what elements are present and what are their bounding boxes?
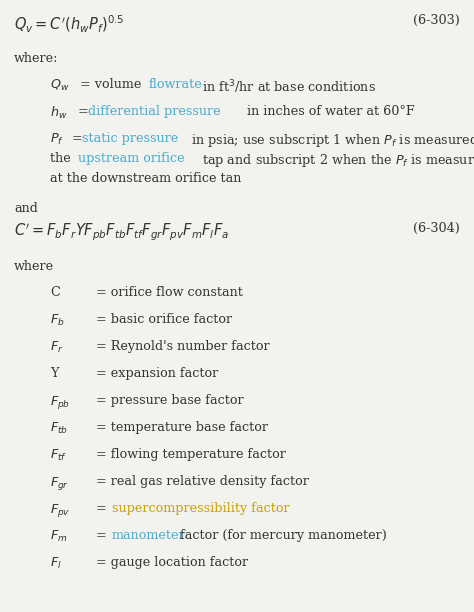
Text: = pressure base factor: = pressure base factor: [96, 394, 244, 407]
Text: at the downstream orifice tan: at the downstream orifice tan: [50, 172, 241, 185]
Text: upstream orifice: upstream orifice: [78, 152, 185, 165]
Text: $Q_v = C'(h_w P_f)^{0.5}$: $Q_v = C'(h_w P_f)^{0.5}$: [14, 14, 125, 35]
Text: =: =: [72, 132, 87, 145]
Text: in inches of water at 60°F: in inches of water at 60°F: [243, 105, 415, 118]
Text: $F_m$: $F_m$: [50, 529, 67, 544]
Text: Y: Y: [50, 367, 58, 380]
Text: =: =: [78, 105, 93, 118]
Text: = real gas relative density factor: = real gas relative density factor: [96, 475, 309, 488]
Text: $C' = F_b F_r Y F_{pb} F_{tb} F_{tf} F_{gr} F_{pv} F_m F_l F_a$: $C' = F_b F_r Y F_{pb} F_{tb} F_{tf} F_{…: [14, 222, 229, 243]
Text: (6-304): (6-304): [413, 222, 460, 235]
Text: $F_{pb}$: $F_{pb}$: [50, 394, 70, 411]
Text: where: where: [14, 260, 54, 273]
Text: and: and: [14, 202, 38, 215]
Text: C: C: [50, 286, 60, 299]
Text: = orifice flow constant: = orifice flow constant: [96, 286, 243, 299]
Text: tap and subscript 2 when the $P_f$ is measured: tap and subscript 2 when the $P_f$ is me…: [198, 152, 474, 169]
Text: the: the: [50, 152, 75, 165]
Text: $h_w$: $h_w$: [50, 105, 67, 121]
Text: $F_{gr}$: $F_{gr}$: [50, 475, 69, 492]
Text: in ft$^3$/hr at base conditions: in ft$^3$/hr at base conditions: [198, 78, 376, 95]
Text: =: =: [96, 502, 111, 515]
Text: $F_{pv}$: $F_{pv}$: [50, 502, 71, 519]
Text: = flowing temperature factor: = flowing temperature factor: [96, 448, 286, 461]
Text: = basic orifice factor: = basic orifice factor: [96, 313, 232, 326]
Text: $F_r$: $F_r$: [50, 340, 64, 355]
Text: where:: where:: [14, 52, 58, 65]
Text: differential pressure: differential pressure: [88, 105, 220, 118]
Text: = Reynold's number factor: = Reynold's number factor: [96, 340, 270, 353]
Text: manometer: manometer: [112, 529, 186, 542]
Text: $F_{tb}$: $F_{tb}$: [50, 421, 68, 436]
Text: $Q_w$: $Q_w$: [50, 78, 69, 93]
Text: = volume: = volume: [80, 78, 146, 91]
Text: $F_l$: $F_l$: [50, 556, 62, 571]
Text: flowrate: flowrate: [149, 78, 203, 91]
Text: (6-303): (6-303): [413, 14, 460, 27]
Text: = expansion factor: = expansion factor: [96, 367, 218, 380]
Text: static pressure: static pressure: [82, 132, 178, 145]
Text: =: =: [96, 529, 111, 542]
Text: in psia; use subscript 1 when $P_f$ is measured at: in psia; use subscript 1 when $P_f$ is m…: [187, 132, 474, 149]
Text: factor (for mercury manometer): factor (for mercury manometer): [176, 529, 387, 542]
Text: = gauge location factor: = gauge location factor: [96, 556, 248, 569]
Text: supercompressibility factor: supercompressibility factor: [112, 502, 290, 515]
Text: = temperature base factor: = temperature base factor: [96, 421, 268, 434]
Text: $F_b$: $F_b$: [50, 313, 64, 328]
Text: $F_{tf}$: $F_{tf}$: [50, 448, 67, 463]
Text: $P_f$: $P_f$: [50, 132, 64, 147]
